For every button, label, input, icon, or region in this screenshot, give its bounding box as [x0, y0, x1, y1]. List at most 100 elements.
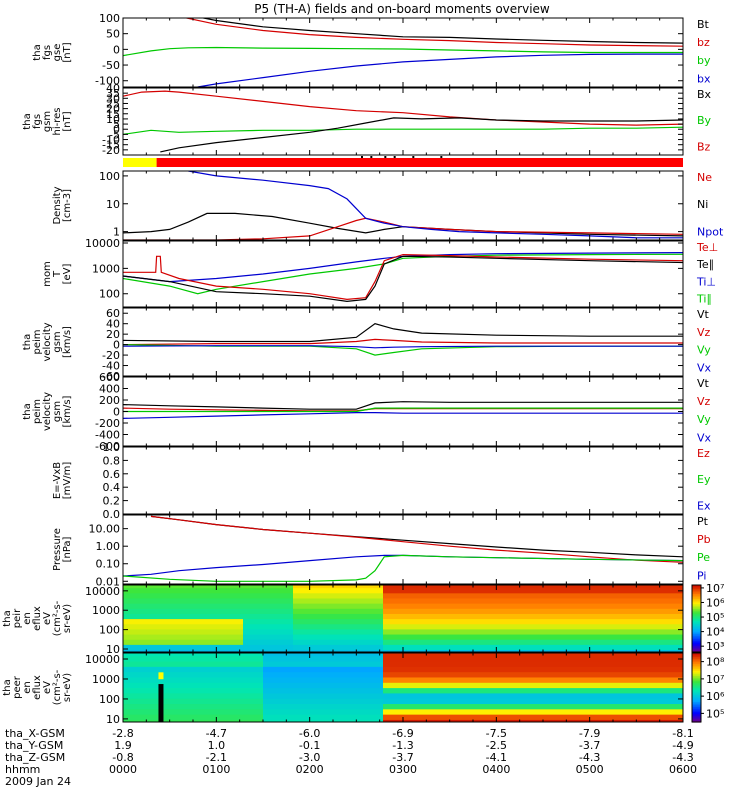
spectrogram-cell	[413, 618, 424, 625]
series-group	[123, 401, 683, 419]
spectrogram-cell	[313, 623, 324, 630]
spectrogram-cell	[533, 628, 544, 635]
spectrogram-cell	[443, 653, 454, 657]
spectrogram-cell	[433, 692, 444, 699]
spectrogram-cell	[553, 603, 564, 609]
row-value: -4.3	[579, 751, 600, 764]
colorbar-cell	[692, 633, 701, 636]
spectrogram-cell	[583, 682, 594, 689]
spectrogram-cell	[373, 618, 384, 625]
spectrogram-cell	[673, 676, 683, 683]
spectrogram-cell	[183, 618, 194, 625]
spectrogram-cell	[193, 714, 204, 720]
spectrogram-cell	[253, 698, 264, 705]
spectrogram-cell	[193, 633, 204, 640]
spectrogram-cell	[583, 628, 594, 635]
spectrogram-cell	[563, 666, 574, 673]
spectrogram-cell	[213, 708, 224, 715]
spectrogram-cell	[253, 644, 264, 651]
spectrogram-cell	[653, 660, 664, 667]
spectrogram-cell	[133, 592, 144, 599]
spectrogram-cell	[493, 587, 504, 594]
spectrogram-cell	[653, 708, 664, 715]
spectrogram-cell	[193, 608, 204, 614]
spectrogram-cell	[123, 653, 134, 657]
ytick-label: 40	[106, 82, 120, 95]
spectrogram-cell	[273, 587, 284, 594]
row-value: 0100	[202, 763, 230, 776]
spectrogram-cell	[483, 655, 494, 662]
spectrogram-cell	[673, 639, 683, 645]
spectrogram-cell	[393, 666, 404, 673]
spectrogram-cell	[353, 676, 364, 683]
spectrogram-cell	[473, 653, 484, 657]
spectrogram-cell	[323, 660, 334, 667]
spectrogram-cell	[523, 603, 534, 609]
spectrogram-cell	[413, 592, 424, 599]
spectrogram-cell	[223, 687, 234, 694]
row-value: -3.0	[299, 751, 320, 764]
spectrogram-cell	[563, 608, 574, 614]
spectrogram-cell	[603, 671, 614, 678]
spectrogram-cell	[673, 644, 683, 651]
spectrogram-cell	[483, 666, 494, 673]
spectrogram-cell	[333, 687, 344, 694]
spectrogram-cell	[423, 628, 434, 635]
spectrogram-cell	[183, 608, 194, 614]
spectrogram-cell	[363, 687, 374, 694]
spectrogram-cell	[433, 682, 444, 689]
spectrogram-cell	[303, 628, 314, 635]
legend-temperature-Ti∥: Ti∥	[696, 293, 712, 306]
spectrogram-cell	[293, 628, 304, 635]
spectrogram-cell	[363, 618, 374, 625]
spectrogram-cell	[493, 597, 504, 604]
colorbar-cell	[692, 585, 701, 588]
spectrogram-cell	[313, 613, 324, 620]
spectrogram-cell	[203, 585, 214, 589]
spectrogram-cell	[173, 708, 184, 715]
spectrogram-cell	[313, 644, 324, 651]
spectrogram-cell	[243, 633, 254, 640]
orbit-bar-marker	[370, 156, 373, 158]
spectrogram-cell	[123, 655, 134, 662]
spectrogram-cell	[343, 703, 354, 710]
orbit-bar-marker	[384, 156, 387, 158]
spectrogram-cell	[293, 703, 304, 710]
spectrogram-cell	[393, 608, 404, 614]
spectrogram-cell	[663, 597, 674, 604]
spectrogram-cell	[353, 633, 364, 640]
spectrogram-cell	[183, 660, 194, 667]
spectrogram-cell	[413, 703, 424, 710]
spectrogram-cell	[333, 587, 344, 594]
spectrogram-cell	[423, 613, 434, 620]
spectrogram-cell	[213, 587, 224, 594]
spectrogram-cell	[293, 682, 304, 689]
spectrogram-cell	[223, 608, 234, 614]
spectrogram-cell	[173, 628, 184, 635]
spectrogram-cell	[383, 653, 394, 657]
spectrogram-cell	[263, 676, 274, 683]
spectrogram-cell	[373, 719, 384, 722]
spectrogram-cell	[283, 676, 294, 683]
spectrogram-cell	[523, 692, 534, 699]
spectrogram-cell	[663, 671, 674, 678]
spectrogram-cell	[463, 692, 474, 699]
spectrogram-cell	[663, 592, 674, 599]
spectrogram-cell	[243, 692, 254, 699]
spectrogram-cell	[553, 714, 564, 720]
spectrogram-cell	[273, 649, 284, 652]
spectrogram-cell	[413, 719, 424, 722]
spectrogram-cell	[413, 660, 424, 667]
spectrogram-cell	[423, 592, 434, 599]
spectrogram-cell	[603, 608, 614, 614]
spectrogram-cell	[643, 719, 654, 722]
spectrogram-cell	[313, 649, 324, 652]
ytick-label: 10000	[85, 237, 120, 250]
spectrogram-cell	[393, 592, 404, 599]
spectrogram-cell	[363, 592, 374, 599]
spectrogram-cell	[463, 660, 474, 667]
spectrogram-cell	[493, 698, 504, 705]
spectrogram-cell	[613, 603, 624, 609]
spectrogram-cell	[333, 613, 344, 620]
row-value: -7.5	[486, 727, 507, 740]
